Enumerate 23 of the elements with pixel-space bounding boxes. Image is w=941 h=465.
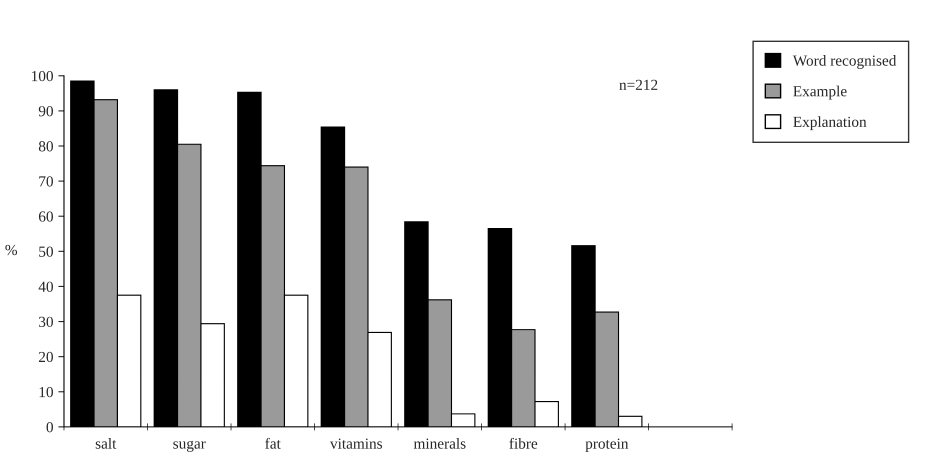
y-tick-label: 30 [39, 316, 53, 327]
y-tick-label: 20 [38, 352, 53, 362]
x-tick-label: fat [265, 438, 281, 449]
y-tick-label: 60 [38, 211, 53, 222]
x-tick-label: protein [585, 438, 628, 452]
y-tick-label: 0 [46, 422, 53, 432]
x-tick-label: fibre [509, 438, 538, 449]
y-tick-label: 80 [38, 141, 53, 152]
x-tick-label: sugar [173, 440, 206, 452]
y-tick-label: 70 [39, 176, 53, 187]
legend-label: Example [793, 86, 847, 100]
x-tick-label: vitamins [330, 438, 382, 449]
y-tick-label: 40 [38, 282, 53, 292]
y-axis-title: % [5, 244, 18, 256]
y-tick-label: 50 [39, 246, 53, 257]
y-tick-label: 10 [40, 386, 53, 398]
y-tick-label: 90 [38, 106, 53, 116]
legend-label: Word recognised [792, 54, 896, 69]
x-tick-label: minerals [414, 438, 466, 449]
y-tick-label: 100 [32, 70, 53, 82]
annotation: n=212 [619, 80, 658, 90]
legend-label: Explanation [793, 116, 866, 130]
x-tick-label: salt [96, 438, 116, 449]
